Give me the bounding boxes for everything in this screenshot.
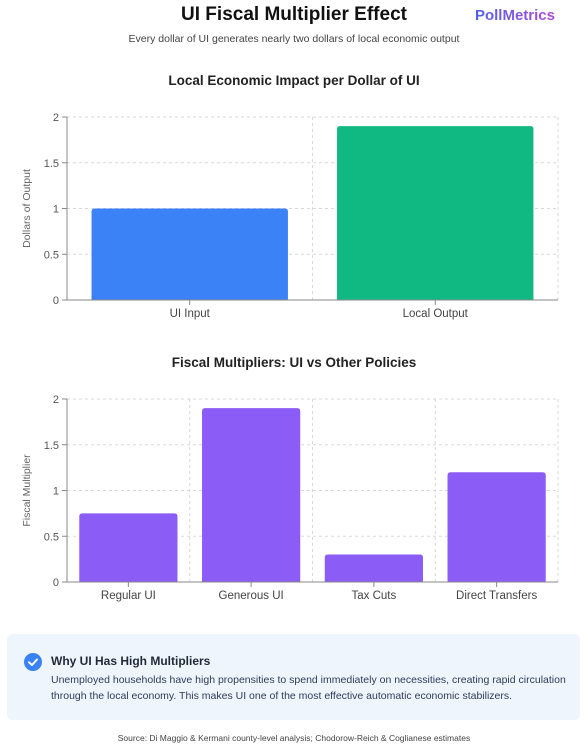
chart-0-ytick-label: 1 (53, 204, 59, 216)
page-header: UI Fiscal Multiplier Effect PollMetrics … (0, 0, 588, 52)
chart-0-bar (337, 126, 534, 301)
multiplier-comparison-chart: Fiscal Multipliers: UI vs Other Policies… (0, 342, 588, 612)
chart-0-ytick-label: 1.5 (44, 158, 59, 170)
chart-1-bar (79, 513, 178, 582)
brand-logo[interactable]: PollMetrics (474, 7, 555, 24)
local-impact-chart-svg: Local Economic Impact per Dollar of UI Do… (21, 73, 559, 320)
chart-1-ytick-label: 2 (53, 394, 59, 406)
callout-body: Unemployed households have high propensi… (51, 674, 566, 702)
local-impact-chart: Local Economic Impact per Dollar of UI Do… (0, 60, 588, 330)
chart-1-ytick-label: 0.5 (44, 531, 59, 543)
chart-1-xtick-label: Direct Transfers (456, 590, 537, 602)
source-note: Source: Di Maggio & Kermani county-level… (117, 733, 471, 743)
chart-1-bar (447, 472, 546, 582)
chart-1-xtick-label: Generous UI (219, 590, 284, 602)
chart-0-ytick-label: 0.5 (44, 249, 59, 261)
chart-1-xtick-label: Regular UI (101, 590, 156, 602)
chart-1-ytick-label: 0 (53, 577, 59, 589)
multiplier-comparison-chart-svg: Fiscal Multipliers: UI vs Other Policies… (21, 355, 559, 602)
chart-0-bar (91, 208, 288, 300)
chart-0-xtick-label: Local Output (403, 308, 469, 320)
chart-0-ytick-label: 0 (53, 295, 59, 307)
chart-1-ytick-label: 1 (53, 486, 59, 498)
chart-1-xtick-label: Tax Cuts (352, 590, 397, 602)
page-subtitle: Every dollar of UI generates nearly two … (128, 33, 460, 45)
chart-0-xtick-label: UI Input (170, 308, 211, 320)
insight-callout: Why UI Has High Multipliers Unemployed h… (7, 634, 580, 720)
chart-0-title: Local Economic Impact per Dollar of UI (168, 73, 419, 88)
chart-1-bar (324, 554, 423, 582)
chart-1-bar (202, 408, 301, 582)
chart-0-ylabel: Dollars of Output (21, 169, 33, 248)
check-circle-icon (24, 653, 42, 671)
chart-0-ytick-label: 2 (53, 112, 59, 124)
callout-title: Why UI Has High Multipliers (51, 654, 211, 668)
chart-1-ytick-label: 1.5 (44, 440, 59, 452)
chart-1-ylabel: Fiscal Multiplier (21, 454, 33, 527)
chart-1-title: Fiscal Multipliers: UI vs Other Policies (172, 355, 417, 370)
page-title: UI Fiscal Multiplier Effect (181, 4, 407, 25)
